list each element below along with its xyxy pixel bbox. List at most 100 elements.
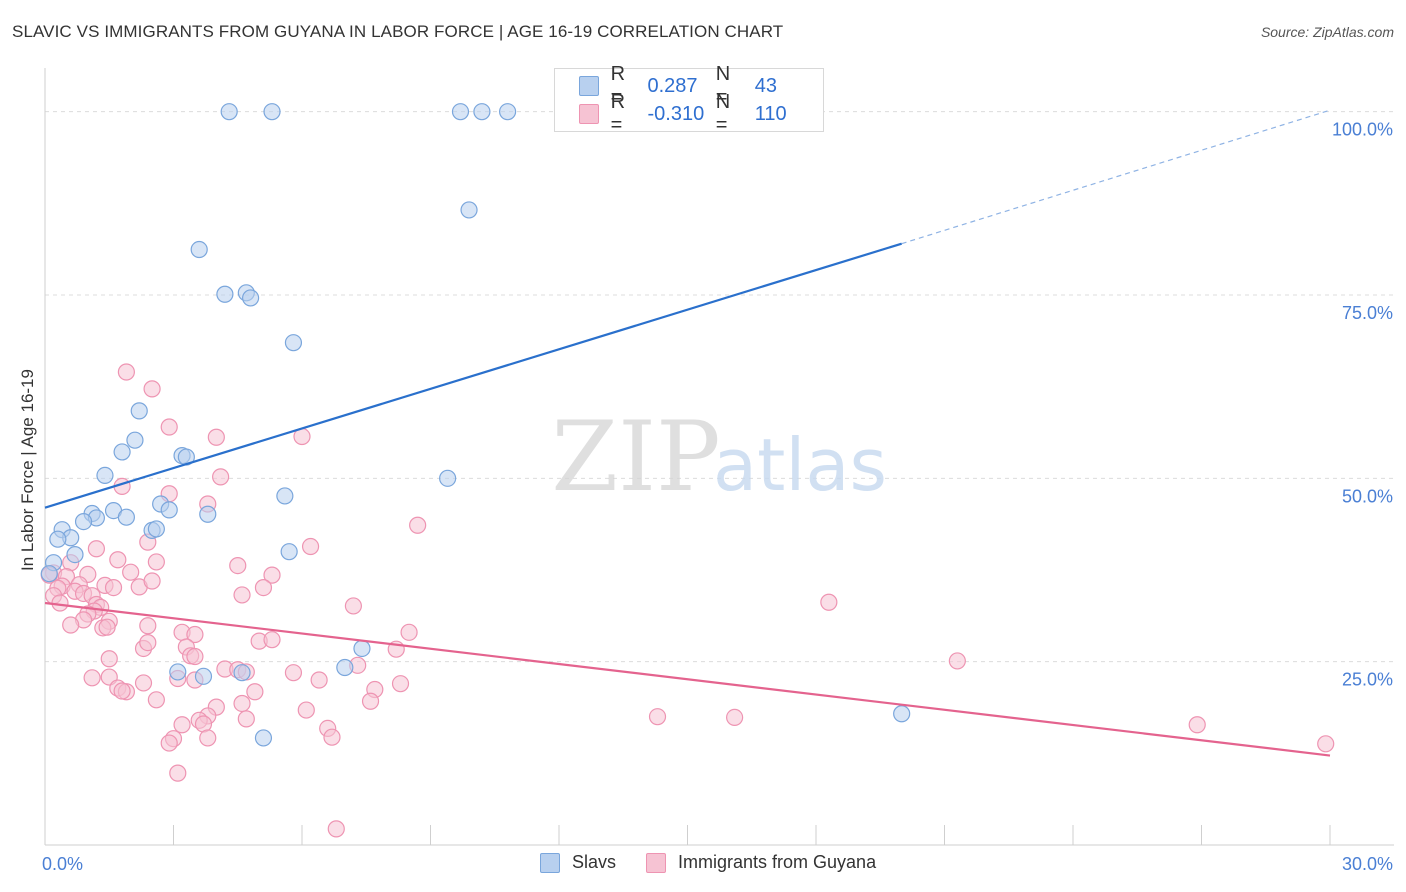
legend-n-value: 43 [754,74,777,97]
point-slavs [242,289,260,307]
watermark-atlas: atlas [713,423,887,507]
point-guyana [83,669,101,687]
point-slavs [199,505,217,523]
legend-r-value: 0.287 [647,74,698,97]
point-guyana [104,578,123,597]
trend-line-slavs [44,242,902,509]
point-slavs [130,402,148,420]
legend-row-guyana: R = -0.310 N = 110 [579,91,823,136]
y-axis-label: In Labor Force | Age 16-19 [18,369,37,571]
point-slavs [220,103,238,121]
series-slavs-points [40,103,911,747]
series-immigrants-points [40,363,1335,838]
point-guyana [143,572,161,590]
point-slavs [147,520,165,538]
point-guyana [1188,716,1206,734]
point-guyana [122,563,140,581]
point-guyana [246,683,264,701]
point-guyana [212,468,230,486]
point-slavs [353,639,371,658]
point-slavs [254,729,273,747]
point-guyana [310,671,328,689]
legend-r-label: R = [610,91,626,136]
point-guyana [139,617,157,635]
point-slavs [49,530,67,548]
legend-n-label: N = [715,63,731,108]
point-slavs [263,103,281,121]
point-slavs [280,543,298,561]
point-slavs [893,705,911,723]
point-slavs [460,201,478,219]
point-slavs [499,103,517,121]
y-tick-label: 25.0% [1342,670,1393,690]
x-tick-label: 30.0% [1342,854,1393,874]
point-guyana [263,631,281,649]
point-guyana [820,593,838,611]
point-guyana [147,553,165,571]
point-slavs [126,431,144,449]
point-slavs [451,103,470,121]
point-guyana [301,537,320,556]
point-guyana [186,625,204,644]
point-guyana [409,516,427,534]
watermark-zip: ZIP [551,401,720,513]
point-guyana [254,578,273,597]
point-guyana [400,623,418,641]
gridlines [45,111,1395,663]
point-slavs [113,443,131,461]
point-guyana [344,597,362,615]
legend-item-slavs[interactable]: Slavs [540,852,616,873]
point-slavs [276,487,294,505]
point-guyana [948,652,966,670]
point-guyana [726,708,744,727]
point-guyana [327,820,345,838]
point-slavs [96,466,114,484]
legend-r-label: R = [610,63,626,108]
point-guyana [169,764,187,782]
point-guyana [207,428,225,446]
point-guyana [323,728,341,746]
legend-row-slavs: R = 0.287 N = 43 [579,63,823,108]
point-guyana [233,586,251,604]
point-guyana [51,594,69,612]
point-guyana [139,633,157,652]
point-guyana [160,418,178,436]
trend-line-slavs-extension [901,109,1331,245]
point-guyana [160,734,178,752]
legend-swatch-slavs [579,76,599,96]
axes [44,68,1394,846]
point-slavs [284,334,303,352]
point-guyana [297,701,315,719]
point-guyana [117,363,135,381]
point-guyana [1317,735,1335,753]
point-guyana [199,729,217,747]
chart-source: Source: ZipAtlas.com [1260,24,1394,40]
point-guyana [62,616,80,634]
legend-item-guyana[interactable]: Immigrants from Guyana [646,852,876,873]
legend-n-label: N = [715,91,731,136]
tick-labels: 25.0% 50.0% 75.0% 100.0% 0.0% 30.0% [42,120,1393,874]
point-slavs [190,240,208,259]
point-slavs [473,103,491,121]
point-slavs [439,469,457,487]
point-slavs [117,508,135,526]
point-guyana [284,664,303,682]
chart-title: SLAVIC VS IMMIGRANTS FROM GUYANA IN LABO… [12,22,784,41]
legend-swatch-guyana [579,104,599,124]
point-guyana [237,710,255,728]
point-slavs [169,663,187,681]
series-legend: Slavs Immigrants from Guyana [540,852,906,873]
point-guyana [113,682,131,700]
point-guyana [98,618,116,636]
y-tick-label: 50.0% [1342,486,1393,506]
correlation-legend: R = 0.287 N = 43 R = -0.310 N = 110 [554,63,824,136]
point-guyana [361,692,380,710]
y-tick-label: 75.0% [1342,303,1393,323]
legend-swatch-slavs [540,852,560,873]
legend-r-value: -0.310 [647,102,705,125]
legend-label-slavs: Slavs [572,852,617,872]
point-slavs [194,667,213,685]
point-guyana [263,566,281,584]
point-guyana [87,540,106,558]
